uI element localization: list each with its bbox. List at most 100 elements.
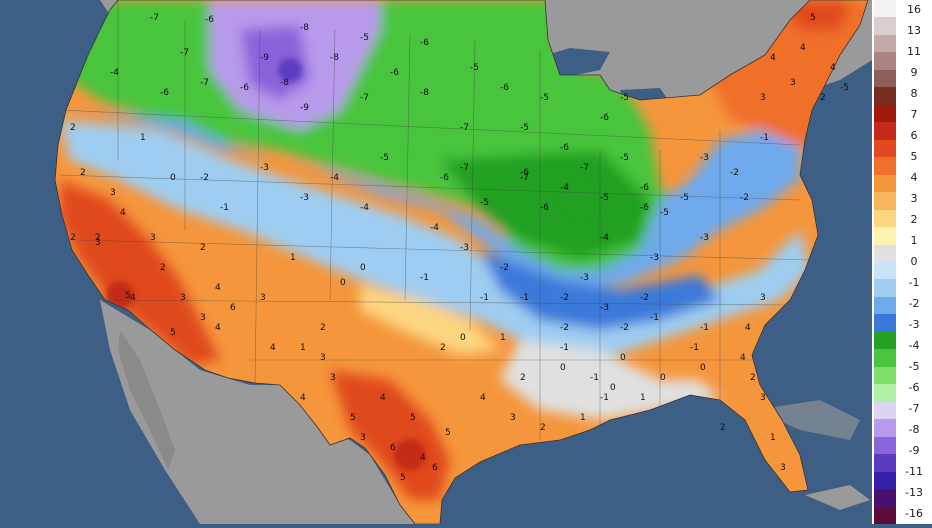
anomaly-value-label: -3	[600, 303, 609, 313]
anomaly-value-label: 2	[320, 323, 326, 333]
anomaly-value-label: 4	[745, 323, 751, 333]
anomaly-value-label: 0	[610, 383, 616, 393]
anomaly-value-label: -2	[730, 168, 739, 178]
anomaly-value-label: -2	[560, 323, 569, 333]
anomaly-value-label: -3	[460, 243, 469, 253]
anomaly-value-label: 3	[510, 413, 516, 423]
anomaly-value-label: -6	[560, 143, 569, 153]
legend-label: -8	[908, 422, 920, 436]
legend-swatch	[874, 454, 896, 473]
anomaly-value-label: 2	[70, 123, 76, 133]
anomaly-value-label: 4	[215, 323, 221, 333]
legend-swatch	[874, 419, 896, 438]
legend-swatch	[874, 401, 896, 420]
anomaly-value-label: -6	[520, 168, 529, 178]
anomaly-value-labels: -7 -6-8-5 -6-7 -9 -8-6 -5-7 -6-4-6-8-9-7 -8 -6-5…	[70, 13, 849, 483]
legend-label: 0	[910, 255, 918, 268]
anomaly-value-label: -1	[690, 343, 699, 353]
anomaly-value-label: 3	[95, 238, 101, 248]
anomaly-value-label: -7	[200, 78, 209, 88]
legend-swatch	[874, 436, 896, 455]
anomaly-value-label: -5	[620, 153, 629, 163]
legend-swatch	[874, 17, 896, 36]
anomaly-value-label: -4	[600, 233, 609, 243]
anomaly-value-label: -6	[240, 83, 249, 93]
legend-swatch	[874, 227, 896, 246]
anomaly-value-label: -6	[440, 173, 449, 183]
anomaly-value-label: 5	[810, 13, 816, 23]
anomaly-value-label: -5	[520, 123, 529, 133]
anomaly-value-label: 3	[760, 293, 766, 303]
legend-label: 2	[910, 213, 918, 227]
legend-swatch	[874, 489, 896, 508]
anomaly-value-label: -8	[420, 88, 429, 98]
anomaly-value-label: 3	[320, 353, 326, 363]
legend-swatch	[874, 69, 896, 88]
anomaly-value-label: -5	[600, 193, 609, 203]
legend-swatch	[874, 122, 896, 141]
anomaly-value-label: 5	[445, 428, 451, 438]
anomaly-value-label: 3	[110, 188, 116, 198]
anomaly-value-label: -1	[600, 393, 609, 403]
anomaly-value-label: 3	[150, 233, 156, 243]
anomaly-value-label: 3	[260, 293, 266, 303]
anomaly-value-label: 0	[700, 363, 706, 373]
legend-label: -9	[908, 443, 920, 457]
anomaly-value-label: 3	[760, 93, 766, 103]
color-legend: 16 13 11 9 8 7 6 5 4 3 2 1 0 -1 -2 -3 -4 -5 -6 -7 -8 -9 -11 -13…	[872, 0, 932, 525]
anomaly-value-label: -3	[700, 153, 709, 163]
anomaly-value-label: -6	[390, 68, 399, 78]
anomaly-value-label: 2	[540, 423, 546, 433]
anomaly-value-label: 3	[790, 78, 796, 88]
anomaly-value-label: 4	[800, 43, 806, 53]
legend-swatch	[874, 471, 896, 490]
anomaly-value-label: 2	[95, 233, 101, 243]
anomaly-value-label: -9	[300, 103, 309, 113]
legend-label: -5	[908, 359, 920, 373]
anomaly-value-label: -9	[260, 53, 269, 63]
legend-swatch	[874, 87, 896, 106]
anomaly-value-label: 0	[460, 333, 466, 343]
anomaly-value-label: 6	[432, 463, 438, 473]
anomaly-value-label: -1	[560, 343, 569, 353]
anomaly-value-label: -6	[500, 83, 509, 93]
anomaly-value-label: -3	[700, 233, 709, 243]
anomaly-value-label: -2	[640, 293, 649, 303]
legend-swatch	[874, 279, 896, 298]
anomaly-value-label: 4	[770, 53, 776, 63]
anomaly-value-label: -7	[460, 123, 469, 133]
anomaly-value-label: -7	[520, 173, 529, 183]
anomaly-value-label: 0	[560, 363, 566, 373]
legend-label: -3	[908, 317, 920, 331]
legend-swatch	[874, 104, 896, 123]
anomaly-value-label: -7	[360, 93, 369, 103]
legend-label: -4	[908, 338, 920, 352]
anomaly-value-label: 2	[70, 233, 76, 243]
anomaly-value-label: 4	[830, 63, 836, 73]
anomaly-value-label: -8	[280, 78, 289, 88]
anomaly-value-label: 3	[200, 313, 206, 323]
anomaly-value-label: -1	[590, 373, 599, 383]
anomaly-value-label: -5	[480, 198, 489, 208]
legend-swatch	[874, 139, 896, 158]
legend-swatch	[874, 349, 896, 368]
anomaly-value-label: -2	[500, 263, 509, 273]
anomaly-value-label: 2	[820, 93, 826, 103]
anomaly-value-label: 5	[125, 291, 131, 301]
legend-swatch	[874, 366, 896, 385]
temperature-anomaly-map: -7 -6 -8 -5 -6 -7 -9 -8 -6 -5 -7 -6 -4 -6 -8 -9 -7 -8 -6 -5…	[0, 0, 872, 525]
anomaly-value-label: -4	[560, 183, 569, 193]
anomaly-value-label: 3	[360, 433, 366, 443]
anomaly-value-label: 3	[180, 293, 186, 303]
legend-swatch	[874, 209, 896, 228]
anomaly-value-label: -8	[300, 23, 309, 33]
anomaly-field	[55, 0, 868, 524]
anomaly-value-label: 4	[420, 453, 426, 463]
anomaly-value-label: 0	[620, 353, 626, 363]
anomaly-value-label: 5	[350, 413, 356, 423]
anomaly-value-label: 1	[640, 393, 646, 403]
anomaly-value-label: 4	[120, 208, 126, 218]
legend-swatch	[874, 192, 896, 211]
map-canvas: -7 -6-8-5 -6-7 -9 -8-6 -5-7 -6-4-6-8-9-7 -8 -6-5…	[0, 0, 872, 525]
anomaly-value-label: 2	[720, 423, 726, 433]
